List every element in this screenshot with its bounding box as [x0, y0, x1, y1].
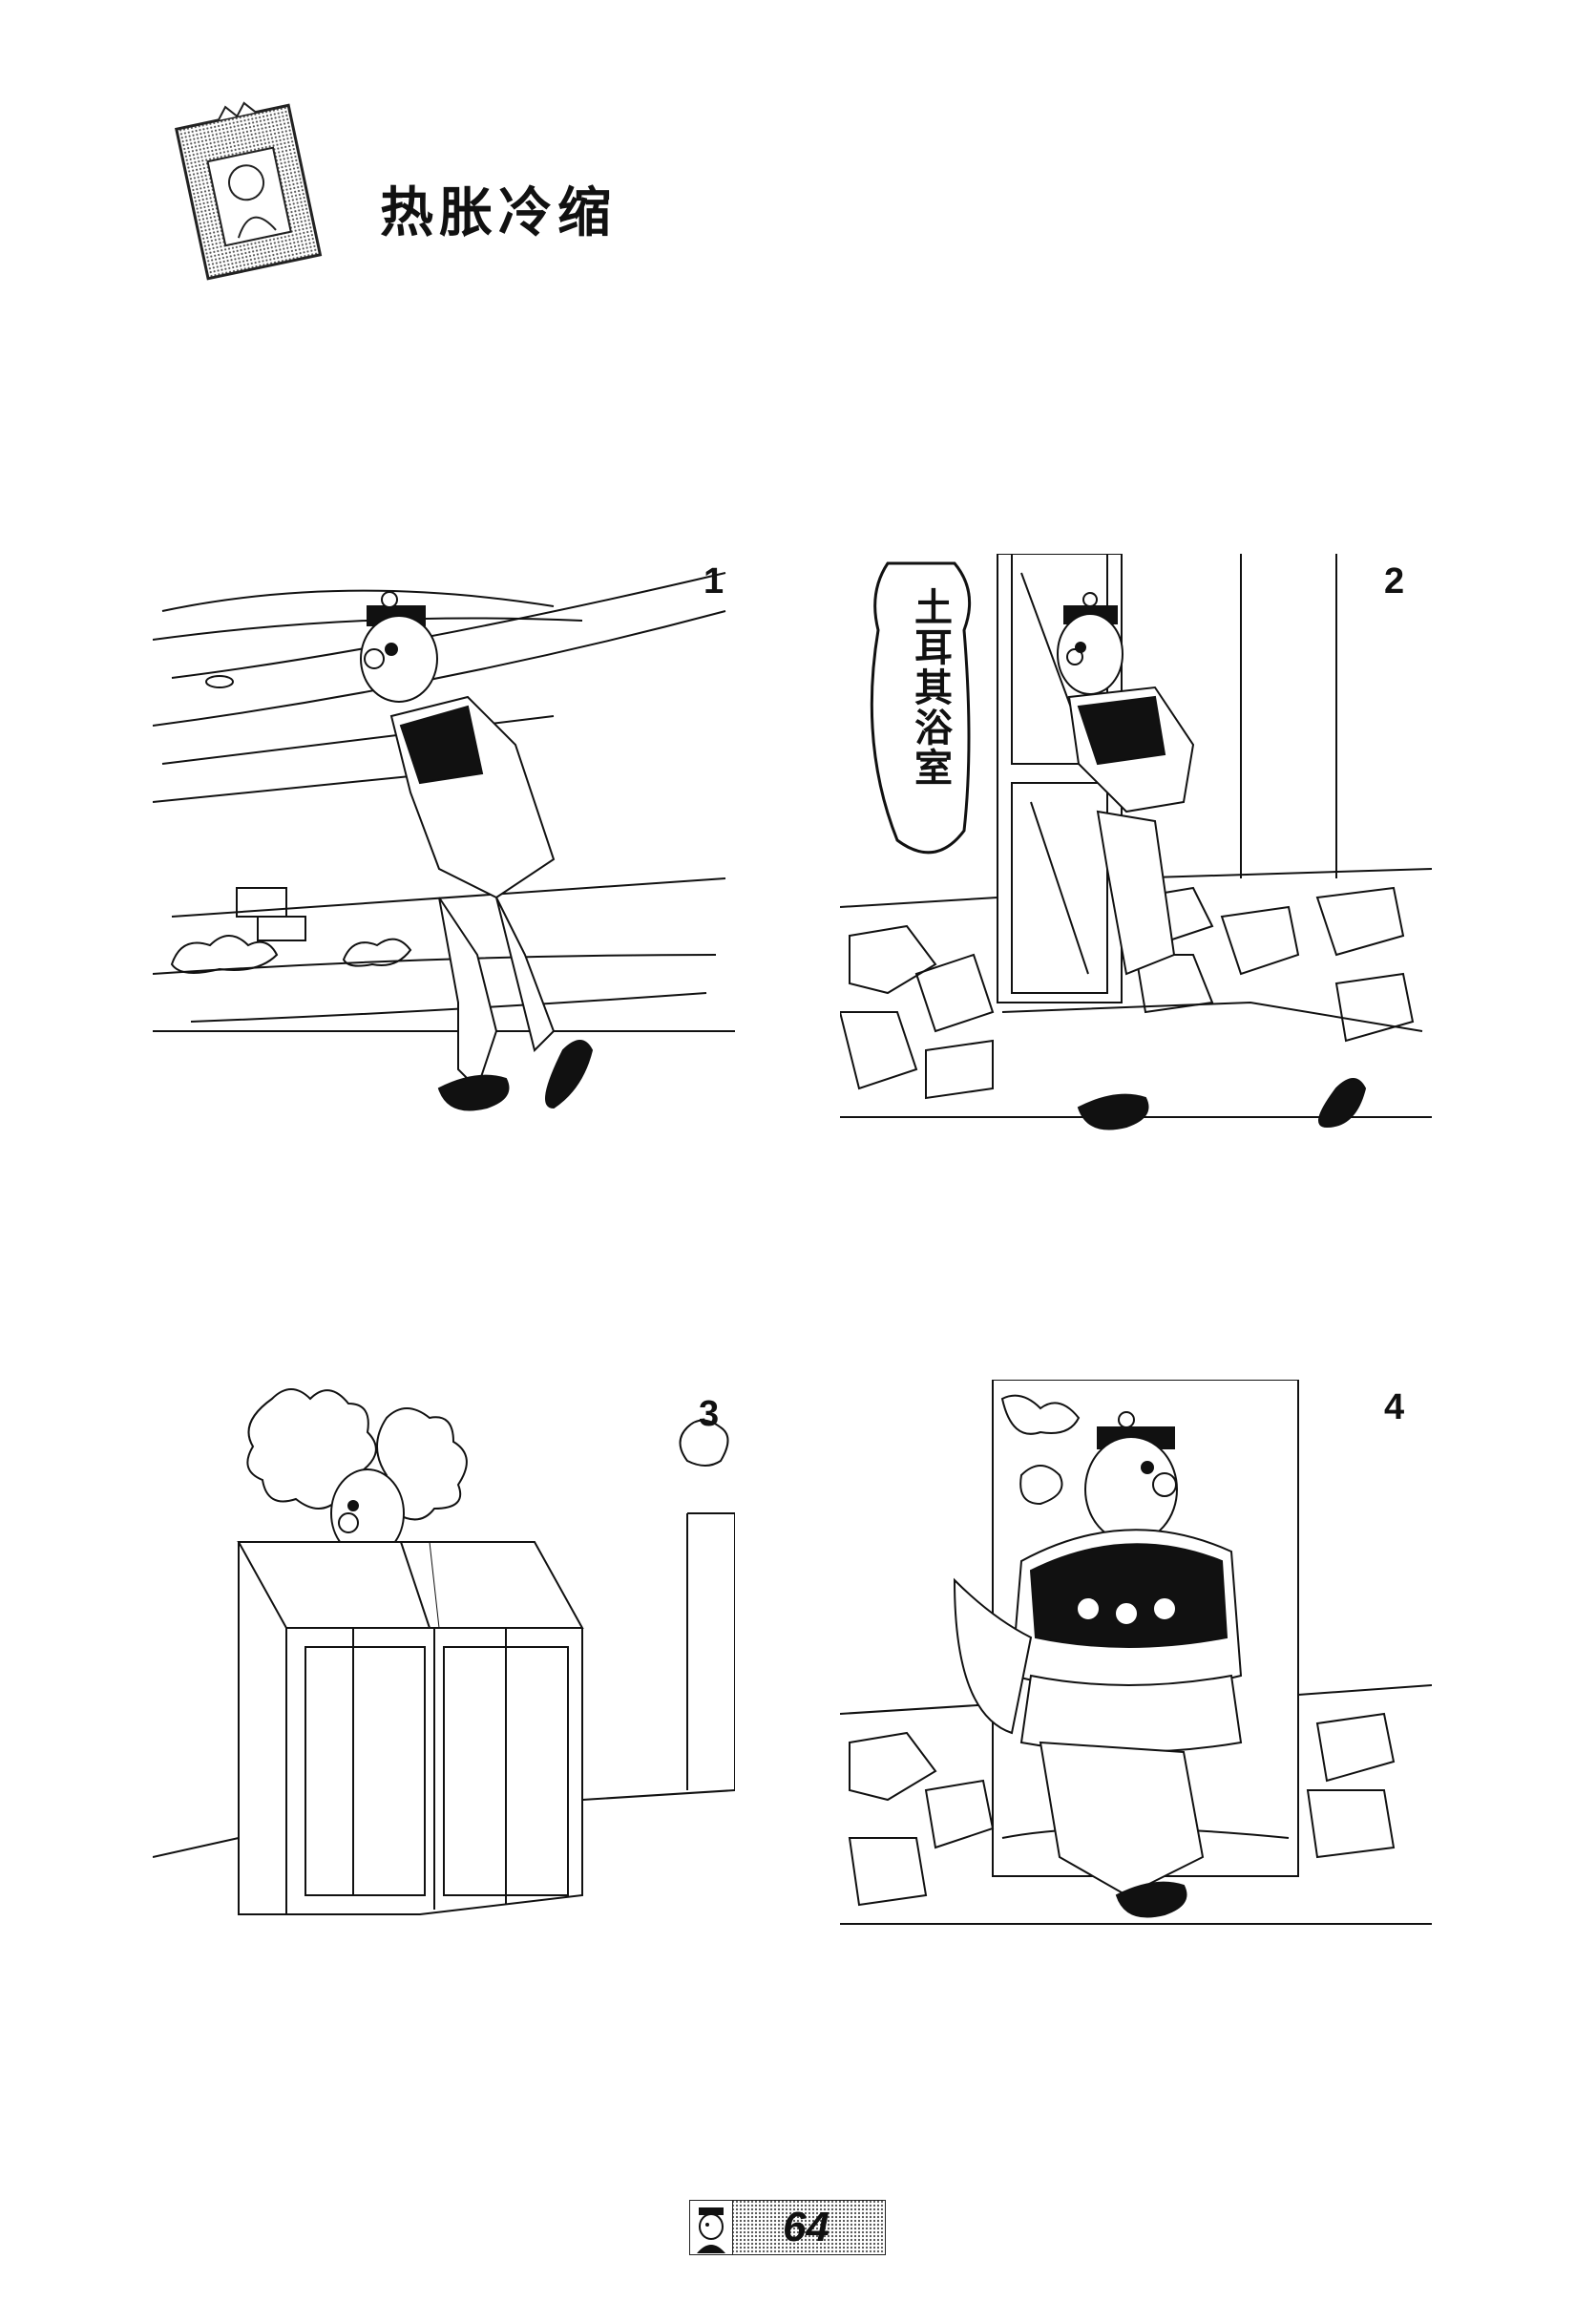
panel-number: 2 [1384, 561, 1405, 602]
portrait-card-icon [175, 101, 323, 281]
panel-2-drawing [840, 554, 1432, 1130]
comic-panel-1: 1 [153, 554, 735, 1146]
character-face-icon [689, 2200, 733, 2255]
panel-3-drawing [153, 1388, 735, 1915]
panel-number: 1 [704, 561, 724, 602]
comic-panel-4: 4 [840, 1380, 1432, 1962]
panel-4-drawing [840, 1380, 1432, 1925]
page-number: 64 [783, 2204, 830, 2250]
header-badge [162, 95, 344, 286]
panel-1-drawing [153, 572, 735, 1111]
page-title: 热胀冷缩 [380, 182, 617, 244]
page-number-plate: 64 [689, 2200, 886, 2255]
comic-panel-2: 2 [840, 554, 1432, 1146]
bathhouse-sign: 土耳其浴室 [908, 587, 953, 788]
panel-number: 4 [1384, 1387, 1405, 1427]
comic-panel-3: 3 [153, 1380, 735, 1962]
